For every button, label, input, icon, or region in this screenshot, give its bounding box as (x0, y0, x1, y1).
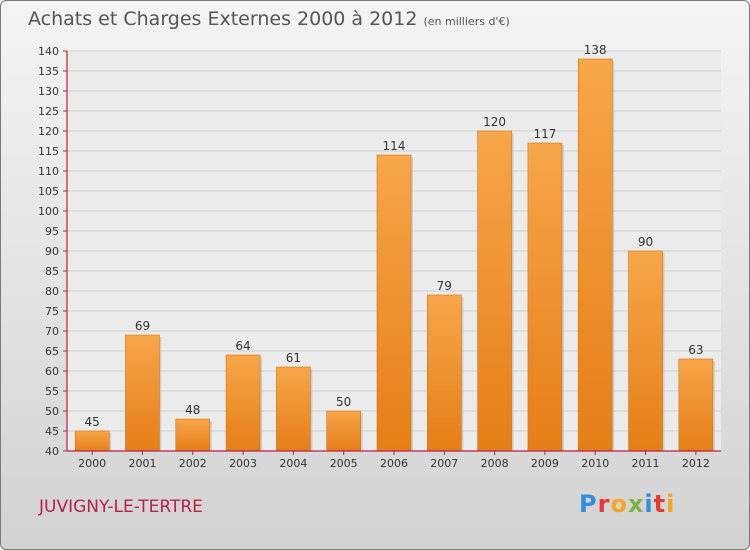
y-tick-label: 130 (38, 85, 59, 98)
x-tick-label: 2012 (682, 457, 710, 470)
bar (276, 366, 311, 452)
x-tick-label: 2005 (330, 457, 358, 470)
y-tick-label: 50 (45, 405, 59, 418)
y-tick-label: 60 (45, 365, 59, 378)
data-label: 117 (533, 127, 556, 141)
x-tick-label: 2008 (481, 457, 509, 470)
chart-title-text: Achats et Charges Externes 2000 à 2012 (28, 8, 418, 30)
x-tick-label: 2000 (78, 457, 106, 470)
x-tick-label: 2007 (430, 457, 458, 470)
y-tick-label: 70 (45, 325, 59, 338)
y-tick-label: 85 (45, 265, 59, 278)
data-label: 50 (336, 395, 351, 409)
bar (125, 334, 160, 452)
data-label: 114 (383, 139, 406, 153)
logo-letter: o (610, 490, 628, 518)
x-tick-label: 2003 (229, 457, 257, 470)
x-tick-label: 2011 (632, 457, 660, 470)
bar (678, 358, 714, 452)
bar (427, 294, 462, 452)
data-label: 48 (185, 403, 200, 417)
data-label: 45 (85, 415, 100, 429)
logo-letter: i (644, 490, 654, 518)
logo-letter: i (666, 490, 676, 518)
data-label: 69 (135, 319, 150, 333)
data-label: 138 (584, 43, 607, 57)
y-tick-label: 110 (38, 165, 59, 178)
x-tick-label: 2004 (279, 457, 307, 470)
data-label: 64 (235, 339, 250, 353)
x-tick-label: 2006 (380, 457, 408, 470)
y-tick-label: 115 (38, 145, 59, 158)
y-tick-label: 55 (45, 385, 59, 398)
y-tick-label: 80 (45, 285, 59, 298)
y-tick-label: 45 (45, 425, 59, 438)
y-tick-label: 105 (38, 185, 59, 198)
y-tick-label: 95 (45, 225, 59, 238)
y-tick-label: 140 (38, 45, 59, 58)
bar (175, 418, 211, 452)
data-label: 90 (638, 235, 653, 249)
bar (376, 154, 412, 452)
chart-title: Achats et Charges Externes 2000 à 2012 (e… (28, 8, 510, 30)
y-tick-label: 125 (38, 105, 59, 118)
bar (225, 354, 261, 452)
x-tick-label: 2009 (531, 457, 559, 470)
y-tick-label: 120 (38, 125, 59, 138)
bar (326, 410, 361, 452)
bar (577, 58, 613, 452)
bar (527, 142, 563, 452)
logo-letter: x (627, 490, 645, 518)
y-tick-label: 75 (45, 305, 59, 318)
logo-letter: t (653, 490, 667, 518)
y-tick-label: 65 (45, 345, 59, 358)
bar (477, 130, 512, 452)
data-label: 79 (437, 279, 452, 293)
location-name: JUVIGNY-LE-TERTRE (39, 497, 203, 517)
y-tick-label: 100 (38, 205, 59, 218)
x-tick-label: 2010 (581, 457, 609, 470)
data-label: 61 (286, 351, 301, 365)
y-tick-label: 135 (38, 65, 59, 78)
chart-unit: (en milliers d'€) (423, 15, 510, 28)
x-tick-label: 2001 (128, 457, 156, 470)
logo-letter: P (579, 490, 598, 518)
y-tick-label: 40 (45, 445, 59, 458)
x-tick-label: 2002 (179, 457, 207, 470)
data-label: 120 (483, 115, 506, 129)
data-label: 63 (688, 343, 703, 357)
y-tick-label: 90 (45, 245, 59, 258)
bar (74, 430, 110, 452)
bar (628, 250, 663, 452)
logo-letter: r (597, 490, 611, 518)
proxiti-logo: Proxiti (579, 490, 675, 518)
